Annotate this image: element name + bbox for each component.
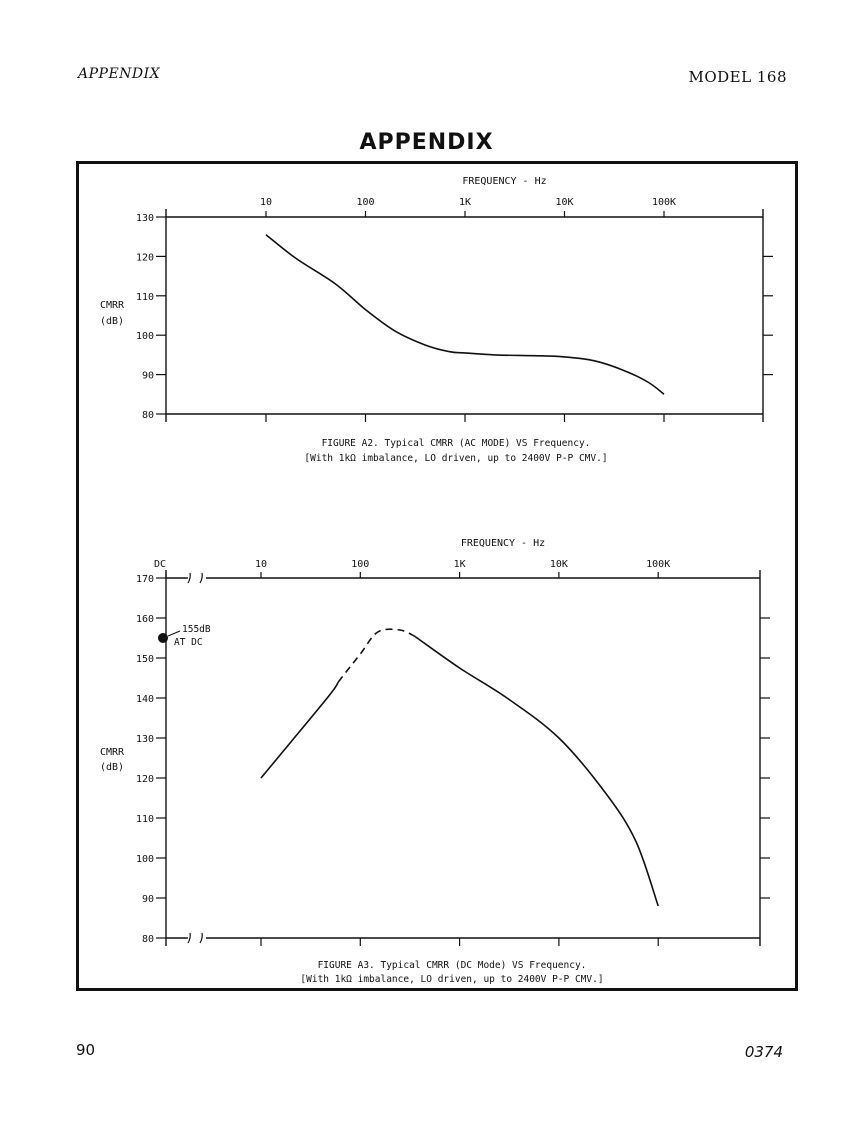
y-tick-label: 100	[136, 331, 154, 342]
y-tick-label: 150	[136, 654, 154, 665]
y-tick-label: 90	[142, 894, 154, 905]
x-tick-label: 100K	[646, 559, 670, 570]
annotation-label: AT DC	[174, 637, 203, 648]
y-tick-label: 80	[142, 934, 154, 945]
figure-caption: FIGURE A3. Typical CMRR (DC Mode) VS Fre…	[318, 960, 587, 971]
y-tick-label: 160	[136, 614, 154, 625]
annotation-label: 155dB	[182, 624, 211, 635]
y-axis-title: (dB)	[100, 762, 124, 773]
header-left: APPENDIX	[78, 66, 161, 82]
y-tick-label: 120	[136, 774, 154, 785]
x-axis-title: FREQUENCY - Hz	[461, 538, 545, 549]
x-axis-title: FREQUENCY - Hz	[462, 176, 546, 187]
y-tick-label: 100	[136, 854, 154, 865]
x-tick-label: 10	[255, 559, 267, 570]
y-tick-label: 90	[142, 371, 154, 382]
x-tick-label: 100K	[652, 197, 676, 208]
x-tick-label: 100	[351, 559, 369, 570]
x-tick-label: 1K	[454, 559, 466, 570]
series-line-dashed	[337, 628, 415, 683]
y-axis-title: (dB)	[100, 316, 124, 327]
series-line-solid	[260, 681, 339, 779]
x-tick-label: 10K	[550, 559, 568, 570]
y-tick-label: 130	[136, 734, 154, 745]
figure-caption: FIGURE A2. Typical CMRR (AC MODE) VS Fre…	[322, 438, 591, 449]
y-tick-label: 130	[136, 213, 154, 224]
axis-break-mark	[187, 572, 191, 584]
header-right: MODEL 168	[688, 68, 787, 86]
page-title: APPENDIX	[359, 130, 494, 155]
annotation-leader	[167, 630, 181, 637]
figure-caption: [With 1kΩ imbalance, LO driven, up to 24…	[300, 974, 603, 985]
page-number: 90	[76, 1041, 96, 1059]
document-code: 0374	[744, 1043, 783, 1061]
y-tick-label: 80	[142, 410, 154, 421]
x-tick-label: DC	[154, 559, 166, 570]
figure-frame	[76, 161, 798, 991]
y-tick-label: 170	[136, 574, 154, 585]
series-line-solid	[413, 635, 659, 907]
y-tick-label: 120	[136, 252, 154, 263]
axis-break-mark	[187, 932, 191, 944]
y-tick-label: 110	[136, 292, 154, 303]
axis-break-mark	[199, 932, 203, 944]
y-tick-label: 110	[136, 814, 154, 825]
x-tick-label: 10K	[555, 197, 573, 208]
figure-caption: [With 1kΩ imbalance, LO driven, up to 24…	[304, 453, 607, 464]
x-tick-label: 1K	[459, 197, 471, 208]
series-line-solid	[265, 234, 665, 395]
axis-break-mark	[199, 572, 203, 584]
y-axis-title: CMRR	[100, 300, 125, 311]
dc-value-dot	[158, 633, 168, 643]
x-tick-label: 100	[356, 197, 374, 208]
y-tick-label: 140	[136, 694, 154, 705]
y-axis-title: CMRR	[100, 747, 125, 758]
x-tick-label: 10	[260, 197, 272, 208]
